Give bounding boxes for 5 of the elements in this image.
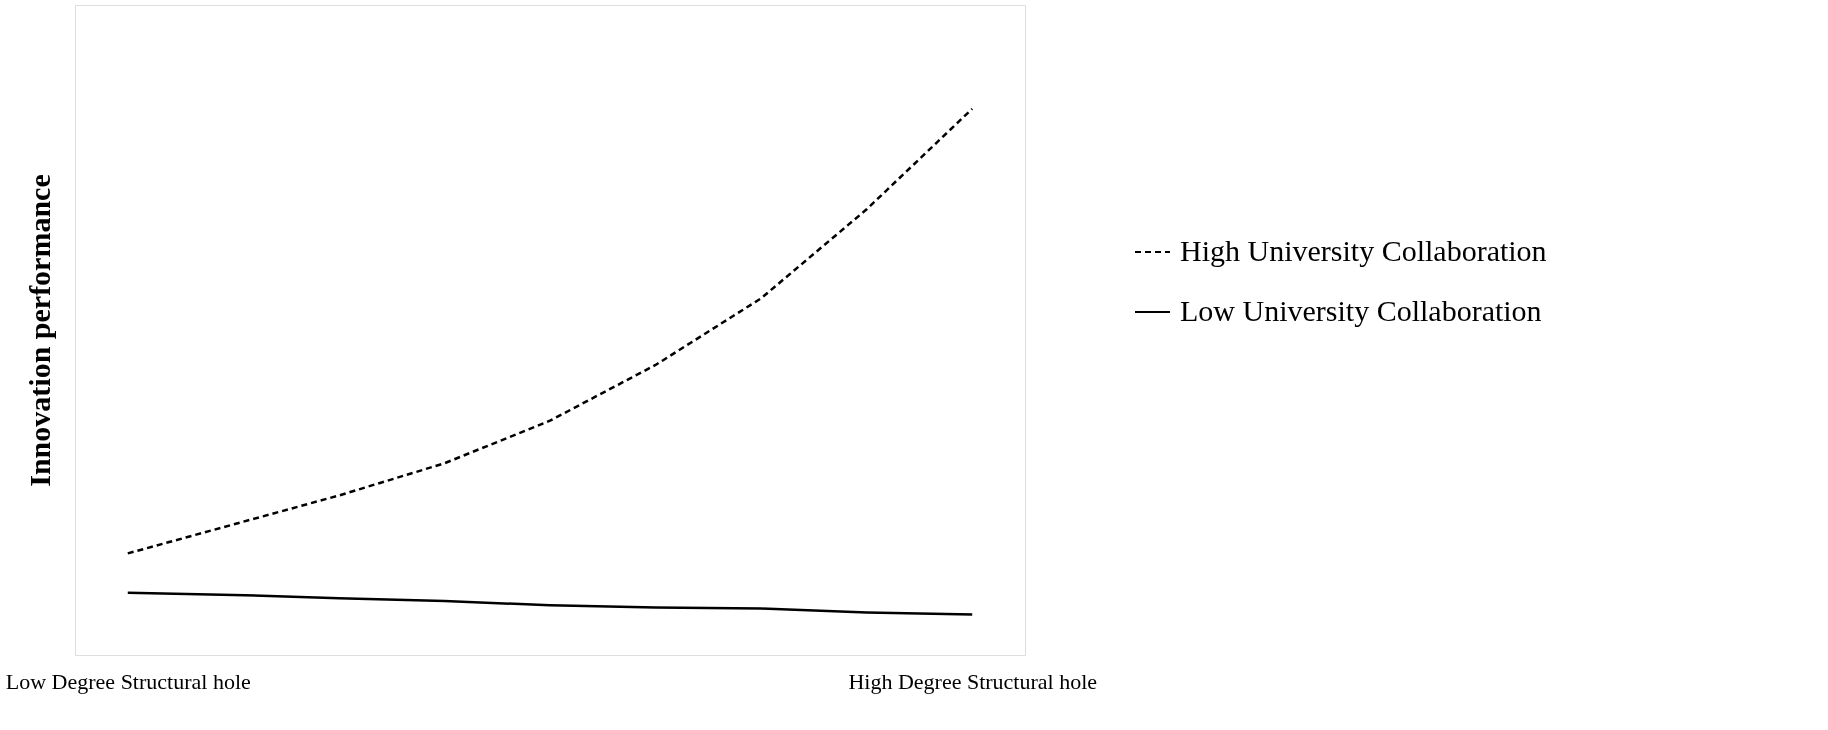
legend-label: Low University Collaboration <box>1180 294 1542 327</box>
y-axis-title: Innovation performance <box>22 174 56 487</box>
x-tick-label: High Degree Structural hole <box>848 668 1098 694</box>
legend-label: High University Collaboration <box>1180 234 1547 267</box>
x-tick-label: Low Degree Structural hole <box>5 668 251 694</box>
